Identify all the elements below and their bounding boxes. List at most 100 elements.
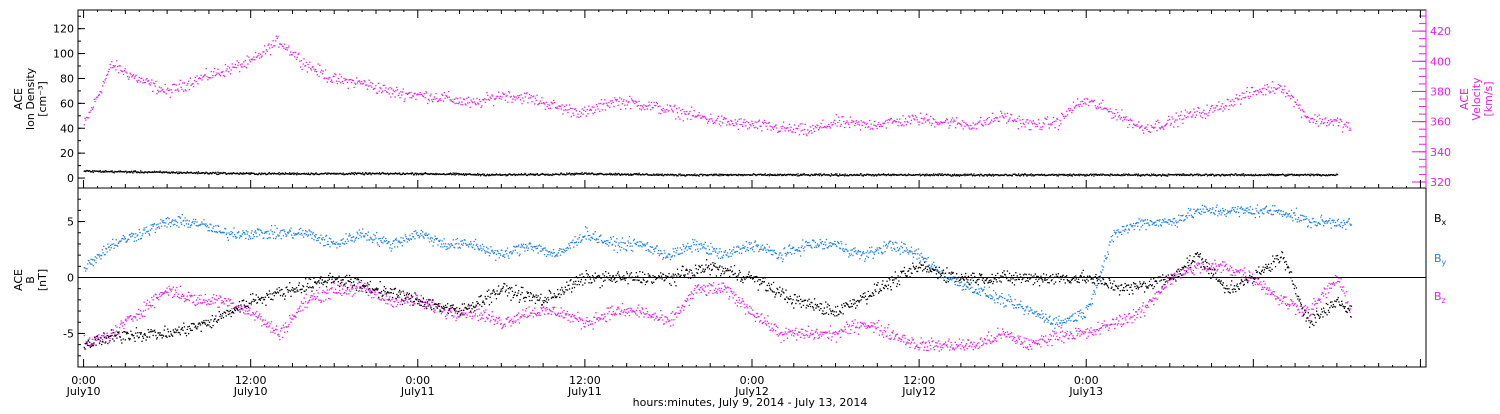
by-point [345, 241, 346, 242]
by-point [597, 239, 598, 240]
by-point [162, 222, 163, 223]
by-point [274, 232, 275, 233]
by-point [637, 242, 638, 243]
velocity-point [732, 123, 733, 124]
by-point [985, 293, 986, 294]
velocity-point [1049, 127, 1050, 128]
velocity-point [829, 126, 830, 127]
velocity-point [674, 106, 675, 107]
velocity-point [961, 125, 962, 126]
density-point [1123, 173, 1124, 174]
velocity-point [1264, 85, 1265, 86]
by-point [685, 247, 686, 248]
by-point [326, 235, 327, 236]
by-point [447, 248, 448, 249]
by-point [808, 245, 809, 246]
velocity-point [588, 106, 589, 107]
by-point [284, 231, 285, 232]
density-point [1161, 175, 1162, 176]
velocity-point [678, 116, 679, 117]
velocity-point [1157, 120, 1158, 121]
velocity-point [963, 122, 964, 123]
by-point [124, 236, 125, 237]
by-point [998, 298, 999, 299]
velocity-point [756, 122, 757, 123]
by-point [1226, 216, 1227, 217]
by-point [643, 245, 644, 246]
velocity-point [1176, 112, 1177, 113]
by-point [646, 250, 647, 251]
velocity-point [1201, 113, 1202, 114]
by-point [739, 252, 740, 253]
velocity-point [387, 92, 388, 93]
velocity-point [1274, 93, 1275, 94]
velocity-point [276, 36, 277, 37]
velocity-point [648, 102, 649, 103]
velocity-point [421, 94, 422, 95]
velocity-point [449, 97, 450, 98]
velocity-point [1220, 108, 1221, 109]
by-point [158, 226, 159, 227]
by-point [1187, 212, 1188, 213]
velocity-point [1316, 121, 1317, 122]
density-point [218, 174, 219, 175]
by-point [268, 237, 269, 238]
by-point [501, 250, 502, 251]
velocity-point [1237, 98, 1238, 99]
velocity-point [936, 122, 937, 123]
velocity-point [665, 111, 666, 112]
by-point [1173, 222, 1174, 223]
velocity-point [1198, 108, 1199, 109]
velocity-point [707, 122, 708, 123]
by-point [205, 223, 206, 224]
density-point [765, 173, 766, 174]
density-point [1122, 175, 1123, 176]
by-point [705, 242, 706, 243]
by-point [333, 241, 334, 242]
by-point [148, 231, 149, 232]
velocity-point [850, 117, 851, 118]
velocity-series [84, 36, 1352, 137]
by-point [192, 221, 193, 222]
by-point [203, 219, 204, 220]
velocity-point [1116, 119, 1117, 120]
velocity-point [492, 95, 493, 96]
velocity-point [658, 106, 659, 107]
velocity-point [1298, 105, 1299, 106]
by-point [607, 240, 608, 241]
velocity-point [403, 88, 404, 89]
velocity-point [268, 43, 269, 44]
velocity-point [152, 91, 153, 92]
velocity-point [1273, 90, 1274, 91]
velocity-point [627, 104, 628, 105]
by-point [1072, 314, 1073, 315]
by-point [455, 239, 456, 240]
velocity-point [101, 92, 102, 93]
by-point [331, 242, 332, 243]
velocity-point [731, 121, 732, 122]
by-point [726, 255, 727, 256]
by-point [737, 251, 738, 252]
velocity-point [1291, 95, 1292, 96]
by-point [710, 243, 711, 244]
velocity-point [399, 93, 400, 94]
by-point [178, 216, 179, 217]
velocity-point [770, 130, 771, 131]
velocity-point [851, 120, 852, 121]
velocity-point [88, 117, 89, 118]
velocity-point [530, 97, 531, 98]
velocity-point [1177, 126, 1178, 127]
velocity-point [298, 54, 299, 55]
velocity-point [1300, 110, 1301, 111]
velocity-point [955, 127, 956, 128]
velocity-point [296, 59, 297, 60]
velocity-point [763, 123, 764, 124]
by-point [911, 247, 912, 248]
velocity-point [667, 104, 668, 105]
velocity-point [390, 96, 391, 97]
by-point [1122, 226, 1123, 227]
by-point [793, 247, 794, 248]
velocity-point [1156, 121, 1157, 122]
by-point [523, 244, 524, 245]
velocity-point [1119, 115, 1120, 116]
